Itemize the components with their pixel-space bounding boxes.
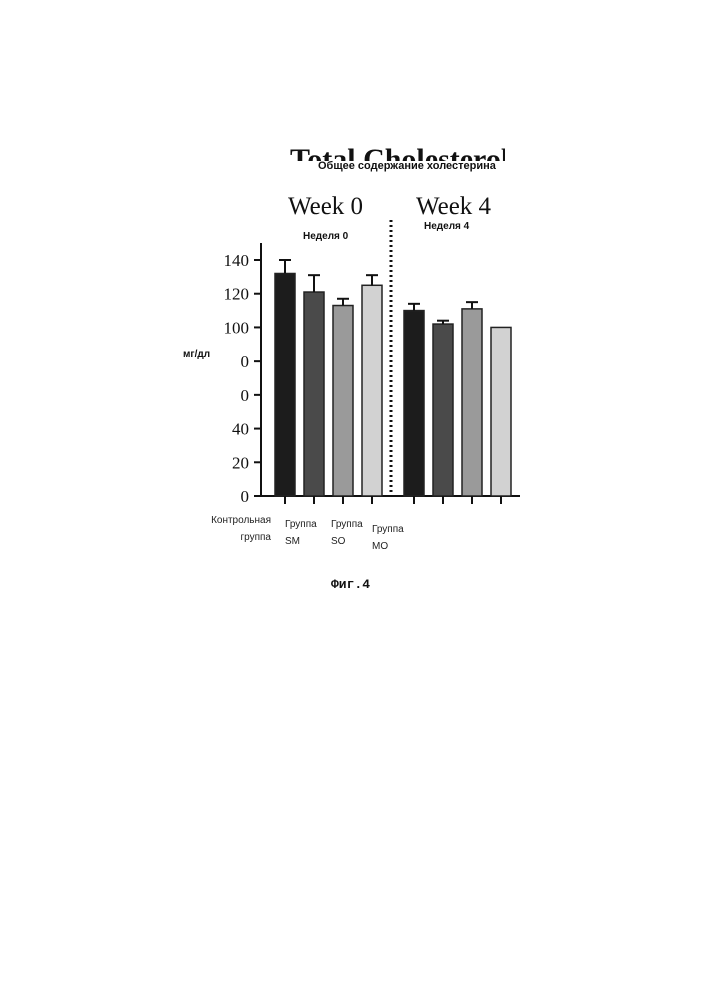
bar <box>404 311 424 496</box>
category-label-so: Группа SO <box>331 516 363 550</box>
category-label-control-line1: Контрольная <box>209 512 271 529</box>
y-tick-label: 140 <box>224 251 250 270</box>
category-label-sm-line1: Группа <box>285 516 317 533</box>
category-label-sm: Группа SM <box>285 516 317 550</box>
y-tick-label: 0 <box>241 487 250 506</box>
y-tick-label: 100 <box>224 318 250 337</box>
bar <box>462 309 482 496</box>
y-tick-label: 0 <box>241 352 250 371</box>
bar <box>333 306 353 496</box>
category-label-so-line2: SO <box>331 533 363 550</box>
y-tick-label: 120 <box>224 285 250 304</box>
category-label-control: Контрольная группа <box>209 512 271 546</box>
bar <box>491 327 511 496</box>
bar <box>275 273 295 496</box>
y-tick-label: 0 <box>241 386 250 405</box>
category-label-mo-line1: Группа <box>372 521 404 538</box>
y-tick-label: 20 <box>232 453 249 472</box>
bar <box>362 285 382 496</box>
category-label-mo: Группа MO <box>372 521 404 555</box>
category-label-mo-line2: MO <box>372 538 404 555</box>
bar <box>433 324 453 496</box>
category-label-control-line2: группа <box>209 529 271 546</box>
category-label-sm-line2: SM <box>285 533 317 550</box>
y-tick-label: 40 <box>232 420 249 439</box>
figure-caption: Фиг.4 <box>331 577 370 592</box>
category-label-so-line1: Группа <box>331 516 363 533</box>
bar <box>304 292 324 496</box>
